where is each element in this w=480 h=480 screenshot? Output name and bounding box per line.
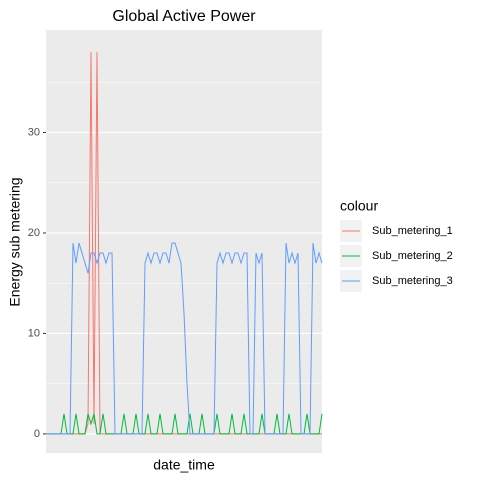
y-tick-label: 20 bbox=[28, 227, 40, 239]
panel bbox=[46, 30, 322, 453]
y-tick-label: 10 bbox=[28, 327, 40, 339]
legend-label: Sub_metering_3 bbox=[372, 275, 453, 287]
y-tick-label: 0 bbox=[34, 428, 40, 440]
legend-label: Sub_metering_2 bbox=[372, 250, 453, 262]
line-series bbox=[46, 413, 323, 435]
x-axis-label: date_time bbox=[153, 457, 215, 473]
legend-label: Sub_metering_1 bbox=[372, 225, 453, 237]
legend-title: colour bbox=[340, 198, 378, 214]
y-tick-label: 30 bbox=[28, 126, 40, 138]
y-axis-label: Energy sub metering bbox=[7, 177, 23, 306]
line-series bbox=[46, 242, 323, 435]
chart-title: Global Active Power bbox=[112, 8, 256, 25]
